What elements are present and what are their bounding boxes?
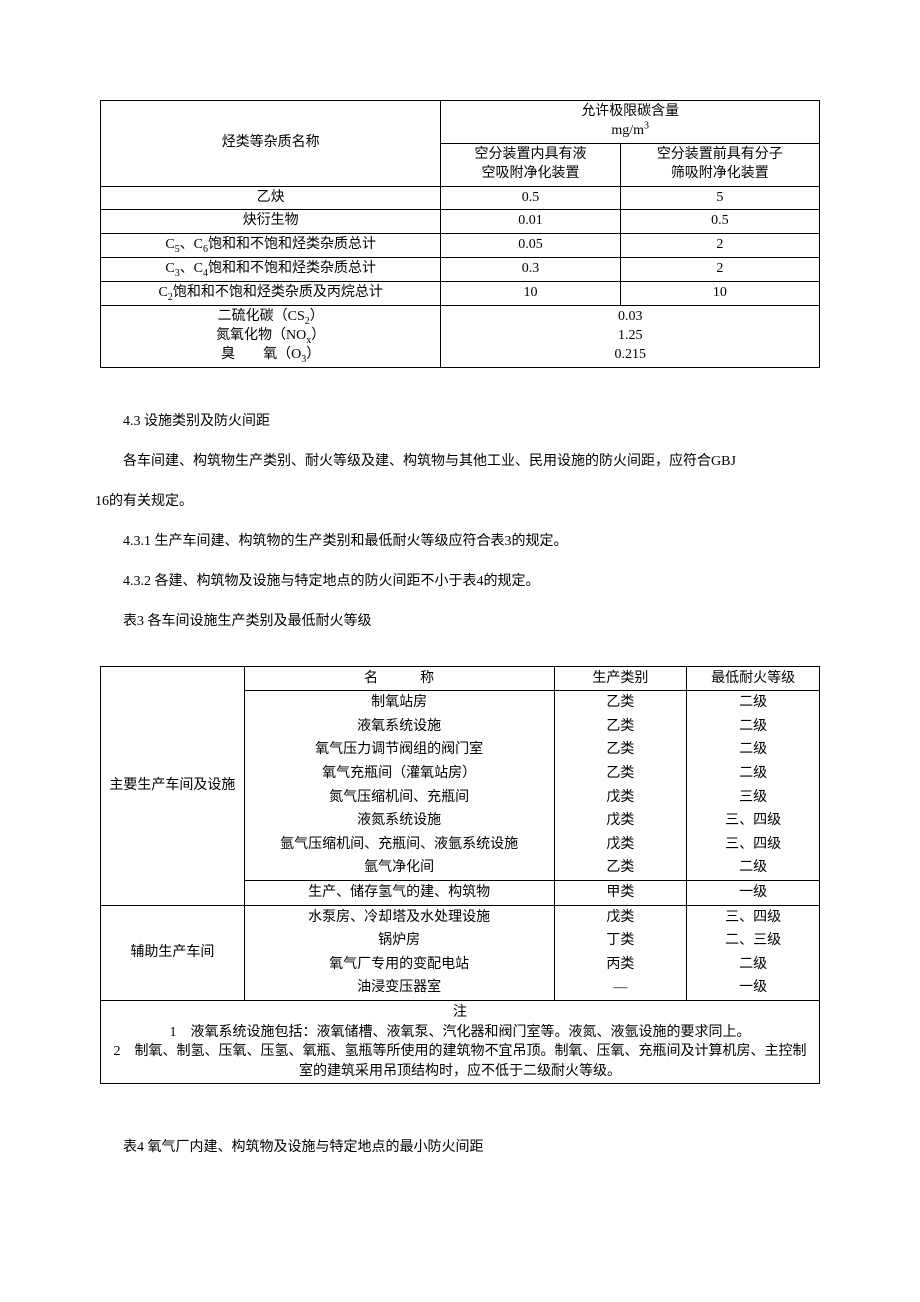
- section-4-3-text-a: 各车间建、构筑物生产类别、耐火等级及建、构筑物与其他工业、民用设施的防火间距，应…: [95, 448, 825, 476]
- t1-merged-group: 二硫化碳（CS2） 氮氧化物（NOx） 臭 氧（O3） 0.03 1.25 0.…: [101, 306, 820, 368]
- t1-b: 2: [620, 234, 819, 258]
- t2-l: 三级: [687, 786, 820, 810]
- t1-mv0: 0.03: [618, 309, 643, 324]
- t2-n: 氮气压缩机间、充瓶间: [244, 786, 554, 810]
- t1-merged-values: 0.03 1.25 0.215: [441, 306, 820, 368]
- t2-l: 三、四级: [687, 833, 820, 857]
- t1-name: 炔衍生物: [101, 210, 441, 234]
- t2-h-cat: 生产类别: [554, 666, 687, 691]
- t2-n: 氧气充瓶间（灌氧站房）: [244, 762, 554, 786]
- t1-row: C5、C6饱和和不饱和烃类杂质总计 0.05 2: [101, 234, 820, 258]
- t1-mv2: 0.215: [614, 347, 646, 362]
- section-4-3-heading: 4.3 设施类别及防火间距: [95, 408, 825, 436]
- t2-l: 三、四级: [687, 809, 820, 833]
- t2-l: 三、四级: [687, 905, 820, 929]
- t2-l: 二级: [687, 856, 820, 880]
- t1-mv1: 1.25: [618, 328, 643, 343]
- t1-b: 5: [620, 186, 819, 210]
- t1-a: 0.3: [441, 258, 620, 282]
- t2-n: 液氧系统设施: [244, 715, 554, 739]
- t2-c: 乙类: [554, 715, 687, 739]
- t1-b: 2: [620, 258, 819, 282]
- table3-caption: 表3 各车间设施生产类别及最低耐火等级: [95, 608, 825, 636]
- hydrocarbon-limit-table: 烃类等杂质名称 允许极限碳含量 mg/m3 空分装置内具有液空吸附净化装置 空分…: [100, 100, 820, 368]
- t2-n: 液氮系统设施: [244, 809, 554, 833]
- t2-n: 油浸变压器室: [244, 976, 554, 1000]
- t2-n: 水泵房、冷却塔及水处理设施: [244, 905, 554, 929]
- t1-b: 10: [620, 282, 819, 306]
- t2-n: 氧气压力调节阀组的阀门室: [244, 738, 554, 762]
- t2-h-name: 名 称: [244, 666, 554, 691]
- t1-row: 乙炔 0.5 5: [101, 186, 820, 210]
- t2-c: 乙类: [554, 691, 687, 715]
- section-4-3-text-b: 16的有关规定。: [95, 488, 825, 516]
- t2-c: 甲类: [554, 881, 687, 906]
- t1-a: 0.05: [441, 234, 620, 258]
- t2-note-label: 注: [107, 1003, 813, 1023]
- t2-g2-label: 辅助生产车间: [101, 905, 245, 1000]
- t1-row: 炔衍生物 0.01 0.5: [101, 210, 820, 234]
- t2-l: 二级: [687, 953, 820, 977]
- t2-c: 戊类: [554, 833, 687, 857]
- t2-n: 氩气压缩机间、充瓶间、液氩系统设施: [244, 833, 554, 857]
- t2-n: 锅炉房: [244, 929, 554, 953]
- t1-col-a: 空分装置内具有液空吸附净化装置: [441, 143, 620, 186]
- t2-note-2: 2 制氧、制氢、压氧、压氢、氧瓶、氢瓶等所使用的建筑物不宜吊顶。制氧、压氧、充瓶…: [107, 1042, 813, 1081]
- t1-header-limit: 允许极限碳含量 mg/m3: [441, 101, 820, 144]
- t2-l: 二、三级: [687, 929, 820, 953]
- t1-a: 0.5: [441, 186, 620, 210]
- t2-l: 二级: [687, 715, 820, 739]
- t2-l: 一级: [687, 881, 820, 906]
- section-4-3-1: 4.3.1 生产车间建、构筑物的生产类别和最低耐火等级应符合表3的规定。: [95, 528, 825, 556]
- t1-merged-names: 二硫化碳（CS2） 氮氧化物（NOx） 臭 氧（O3）: [101, 306, 441, 368]
- t1-name: C5、C6饱和和不饱和烃类杂质总计: [101, 234, 441, 258]
- fire-category-table: 主要生产车间及设施 名 称 生产类别 最低耐火等级 制氧站房乙类二级 液氧系统设…: [100, 666, 820, 1085]
- table4-caption: 表4 氧气厂内建、构筑物及设施与特定地点的最小防火间距: [95, 1134, 825, 1162]
- t2-h-level: 最低耐火等级: [687, 666, 820, 691]
- t2-c: 乙类: [554, 738, 687, 762]
- t2-c: 乙类: [554, 762, 687, 786]
- t2-c: —: [554, 976, 687, 1000]
- t1-limit-unit: mg/m3: [611, 123, 649, 138]
- t2-c: 丁类: [554, 929, 687, 953]
- t2-l: 二级: [687, 762, 820, 786]
- t1-limit-title: 允许极限碳含量: [581, 104, 679, 119]
- t1-name: C2饱和和不饱和烃类杂质及丙烷总计: [101, 282, 441, 306]
- t1-header-name: 烃类等杂质名称: [101, 101, 441, 187]
- t2-c: 戊类: [554, 905, 687, 929]
- t2-c: 戊类: [554, 786, 687, 810]
- t1-b: 0.5: [620, 210, 819, 234]
- t1-row: C3、C4饱和和不饱和烃类杂质总计 0.3 2: [101, 258, 820, 282]
- t2-note-1: 1 液氧系统设施包括：液氧储槽、液氧泵、汽化器和阀门室等。液氮、液氩设施的要求同…: [107, 1023, 813, 1043]
- t1-a: 0.01: [441, 210, 620, 234]
- t2-c: 乙类: [554, 856, 687, 880]
- t2-c: 丙类: [554, 953, 687, 977]
- t2-n: 氧气厂专用的变配电站: [244, 953, 554, 977]
- t2-l: 二级: [687, 738, 820, 762]
- t2-n: 生产、储存氢气的建、构筑物: [244, 881, 554, 906]
- t2-n: 氩气净化间: [244, 856, 554, 880]
- t1-name: C3、C4饱和和不饱和烃类杂质总计: [101, 258, 441, 282]
- t1-col-a-text: 空分装置内具有液空吸附净化装置: [475, 147, 587, 181]
- section-4-3-2: 4.3.2 各建、构筑物及设施与特定地点的防火间距不小于表4的规定。: [95, 568, 825, 596]
- t2-c: 戊类: [554, 809, 687, 833]
- t2-row: 辅助生产车间 水泵房、冷却塔及水处理设施戊类三、四级: [101, 905, 820, 929]
- t2-n: 制氧站房: [244, 691, 554, 715]
- t2-l: 一级: [687, 976, 820, 1000]
- t1-col-b: 空分装置前具有分子筛吸附净化装置: [620, 143, 819, 186]
- t1-row: C2饱和和不饱和烃类杂质及丙烷总计 10 10: [101, 282, 820, 306]
- t2-g1-label: 主要生产车间及设施: [101, 666, 245, 905]
- t1-col-b-text: 空分装置前具有分子筛吸附净化装置: [657, 147, 783, 181]
- t2-footnote: 注 1 液氧系统设施包括：液氧储槽、液氧泵、汽化器和阀门室等。液氮、液氩设施的要…: [101, 1001, 820, 1084]
- t1-a: 10: [441, 282, 620, 306]
- t1-name: 乙炔: [101, 186, 441, 210]
- t2-l: 二级: [687, 691, 820, 715]
